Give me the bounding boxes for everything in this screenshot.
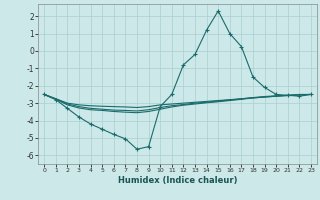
X-axis label: Humidex (Indice chaleur): Humidex (Indice chaleur) — [118, 176, 237, 185]
